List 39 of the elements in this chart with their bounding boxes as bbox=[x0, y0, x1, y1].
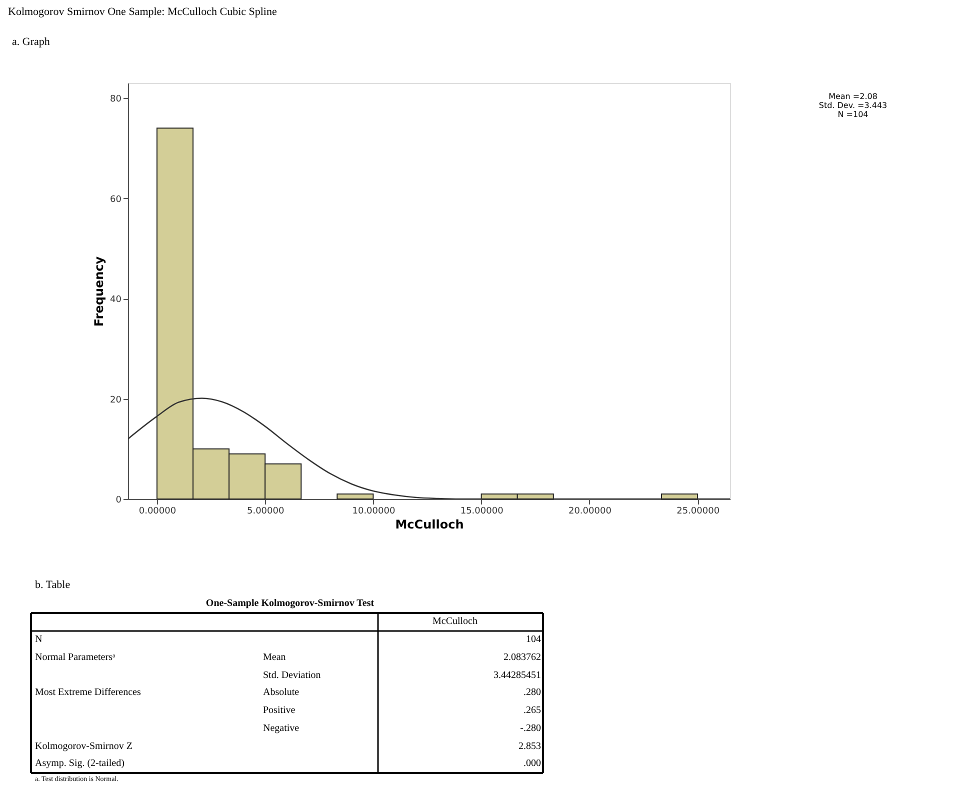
text: 2.083762 bbox=[504, 652, 541, 663]
text: McCulloch bbox=[432, 616, 478, 627]
text: One-Sample Kolmogorov-Smirnov Test bbox=[206, 598, 375, 609]
text: Std. Deviation bbox=[263, 670, 321, 681]
text: Normal Parametersᵃ bbox=[35, 652, 116, 663]
text: 104 bbox=[526, 634, 541, 645]
y-tick-label: 60 bbox=[110, 194, 122, 205]
text: 3.44285451 bbox=[494, 670, 541, 681]
text: a. Graph bbox=[12, 36, 50, 48]
x-tick-label: 20.00000 bbox=[568, 506, 612, 516]
text: b. Table bbox=[35, 579, 70, 591]
text: Kolmogorov Smirnov One Sample: McCulloch Cubic Spline bbox=[8, 6, 277, 18]
x-tick-label: 25.00000 bbox=[676, 506, 720, 516]
x-tick-label: 15.00000 bbox=[460, 506, 504, 516]
y-tick-label: 80 bbox=[110, 94, 122, 105]
text: N =104 bbox=[838, 110, 868, 119]
y-axis-title: Frequency bbox=[92, 256, 106, 327]
text: Mean bbox=[263, 652, 286, 663]
text: .000 bbox=[524, 758, 541, 769]
x-tick-label: 5.00000 bbox=[246, 506, 284, 516]
text: .265 bbox=[524, 705, 541, 716]
y-tick-label: 20 bbox=[110, 395, 122, 406]
text: Asymp. Sig. (2-tailed) bbox=[35, 758, 124, 769]
x-tick-label: 10.00000 bbox=[352, 506, 396, 516]
text: Negative bbox=[263, 723, 300, 734]
text: 2.853 bbox=[518, 741, 541, 752]
x-axis-title: McCulloch bbox=[395, 518, 464, 532]
text: N bbox=[35, 634, 42, 645]
text: Mean =2.08 bbox=[828, 92, 878, 101]
x-tick-label: 0.00000 bbox=[138, 506, 176, 516]
text: Kolmogorov-Smirnov Z bbox=[35, 741, 132, 752]
text: Most Extreme Differences bbox=[35, 687, 141, 698]
text: -.280 bbox=[520, 723, 541, 734]
y-tick-label: 0 bbox=[116, 496, 122, 506]
text: Std. Dev. =3.443 bbox=[818, 101, 888, 110]
text: Positive bbox=[263, 705, 296, 716]
text: Absolute bbox=[263, 687, 300, 698]
text: .280 bbox=[524, 687, 541, 698]
y-tick-label: 40 bbox=[110, 295, 122, 306]
